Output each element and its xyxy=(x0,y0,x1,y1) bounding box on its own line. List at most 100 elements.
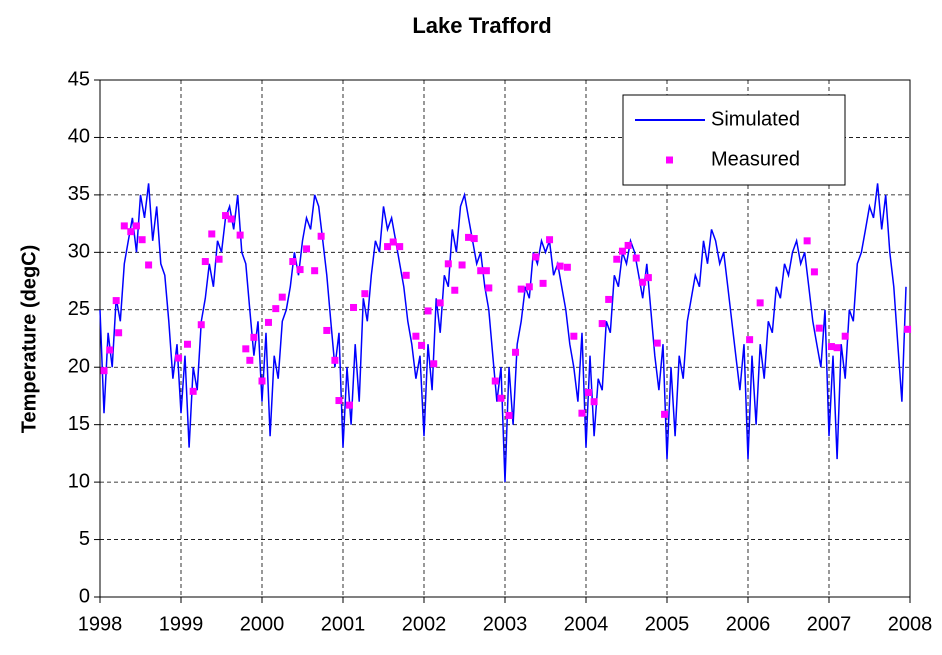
measured-point xyxy=(512,348,520,356)
measured-point xyxy=(578,409,586,417)
measured-point xyxy=(175,354,183,362)
measured-point xyxy=(296,266,304,274)
measured-point xyxy=(138,236,146,244)
measured-point xyxy=(590,398,598,406)
measured-point xyxy=(115,329,123,337)
measured-point xyxy=(323,326,331,334)
measured-point xyxy=(517,285,525,293)
y-tick-label: 40 xyxy=(68,126,90,148)
measured-point xyxy=(236,231,244,239)
measured-point xyxy=(345,401,353,409)
measured-point xyxy=(746,336,754,344)
measured-point xyxy=(653,339,661,347)
measured-point xyxy=(482,267,490,275)
measured-point xyxy=(264,318,272,326)
measured-point xyxy=(396,243,404,251)
legend-label: Simulated xyxy=(711,108,800,130)
measured-point xyxy=(350,303,358,311)
measured-point xyxy=(639,278,647,286)
measured-point xyxy=(624,241,632,249)
measured-point xyxy=(189,387,197,395)
measured-point xyxy=(546,236,554,244)
measured-point xyxy=(303,245,311,253)
measured-point xyxy=(384,243,392,251)
measured-point xyxy=(458,261,466,269)
measured-point xyxy=(644,274,652,282)
measured-point xyxy=(485,284,493,292)
measured-point xyxy=(477,267,485,275)
x-tick-label: 2001 xyxy=(321,613,366,635)
y-tick-label: 0 xyxy=(79,585,90,607)
measured-point xyxy=(470,235,478,243)
measured-point xyxy=(563,263,571,271)
legend-label: Measured xyxy=(711,148,800,170)
measured-point xyxy=(389,238,397,246)
measured-point xyxy=(242,345,250,353)
y-tick-label: 10 xyxy=(68,470,90,492)
measured-point xyxy=(222,212,230,220)
measured-point xyxy=(451,286,459,294)
measured-point xyxy=(132,222,140,230)
measured-point xyxy=(661,410,669,418)
measured-point xyxy=(632,254,640,262)
measured-point xyxy=(197,321,205,329)
simulated-line xyxy=(99,183,907,483)
measured-point xyxy=(497,394,505,402)
x-tick-label: 2007 xyxy=(807,613,852,635)
measured-point xyxy=(424,307,432,315)
measured-point xyxy=(803,237,811,245)
measured-point xyxy=(613,255,621,263)
measured-point xyxy=(361,290,369,298)
measured-point xyxy=(311,267,319,275)
measured-point xyxy=(532,253,540,261)
plot-frame xyxy=(99,79,911,598)
x-tick-label: 1998 xyxy=(78,613,123,635)
measured-point xyxy=(525,283,533,291)
measured-point xyxy=(250,333,258,341)
y-tick-label: 30 xyxy=(68,241,90,263)
measured-point xyxy=(331,356,339,364)
x-tick-label: 2006 xyxy=(726,613,771,635)
plot-area xyxy=(99,183,912,483)
y-tick-label: 25 xyxy=(68,298,90,320)
y-tick-label: 35 xyxy=(68,183,90,205)
measured-point xyxy=(402,271,410,279)
measured-point xyxy=(904,325,912,333)
measured-point xyxy=(556,262,564,270)
measured-point xyxy=(815,324,823,332)
x-tick-label: 2003 xyxy=(483,613,528,635)
legend: Simulated Measured xyxy=(622,94,846,186)
measured-point xyxy=(598,320,606,328)
measured-point xyxy=(491,377,499,385)
measured-point xyxy=(215,255,223,263)
chart-title: Lake Trafford xyxy=(412,13,551,38)
measured-point xyxy=(418,341,426,349)
measured-point xyxy=(272,305,280,313)
measured-point xyxy=(183,340,191,348)
measured-point xyxy=(605,295,613,303)
measured-point xyxy=(317,232,325,240)
measured-point xyxy=(145,261,153,269)
measured-point xyxy=(827,343,835,351)
measured-point xyxy=(246,356,254,364)
measured-point xyxy=(833,344,841,352)
y-tick-label: 45 xyxy=(68,68,90,90)
measured-point xyxy=(505,411,513,419)
measured-point xyxy=(112,297,120,305)
measured-point xyxy=(289,258,297,266)
legend-marker xyxy=(666,156,673,164)
measured-point xyxy=(618,247,626,255)
measured-point xyxy=(570,332,578,340)
measured-point xyxy=(430,360,438,368)
x-tick-label: 2008 xyxy=(888,613,933,635)
measured-point xyxy=(539,279,547,287)
x-tick-label: 1999 xyxy=(159,613,204,635)
measured-point xyxy=(465,233,473,241)
measured-point xyxy=(227,215,235,223)
measured-point xyxy=(106,346,114,354)
y-tick-label: 20 xyxy=(68,356,90,378)
y-tick-label: 15 xyxy=(68,413,90,435)
measured-point xyxy=(278,293,286,301)
measured-point xyxy=(127,228,135,236)
